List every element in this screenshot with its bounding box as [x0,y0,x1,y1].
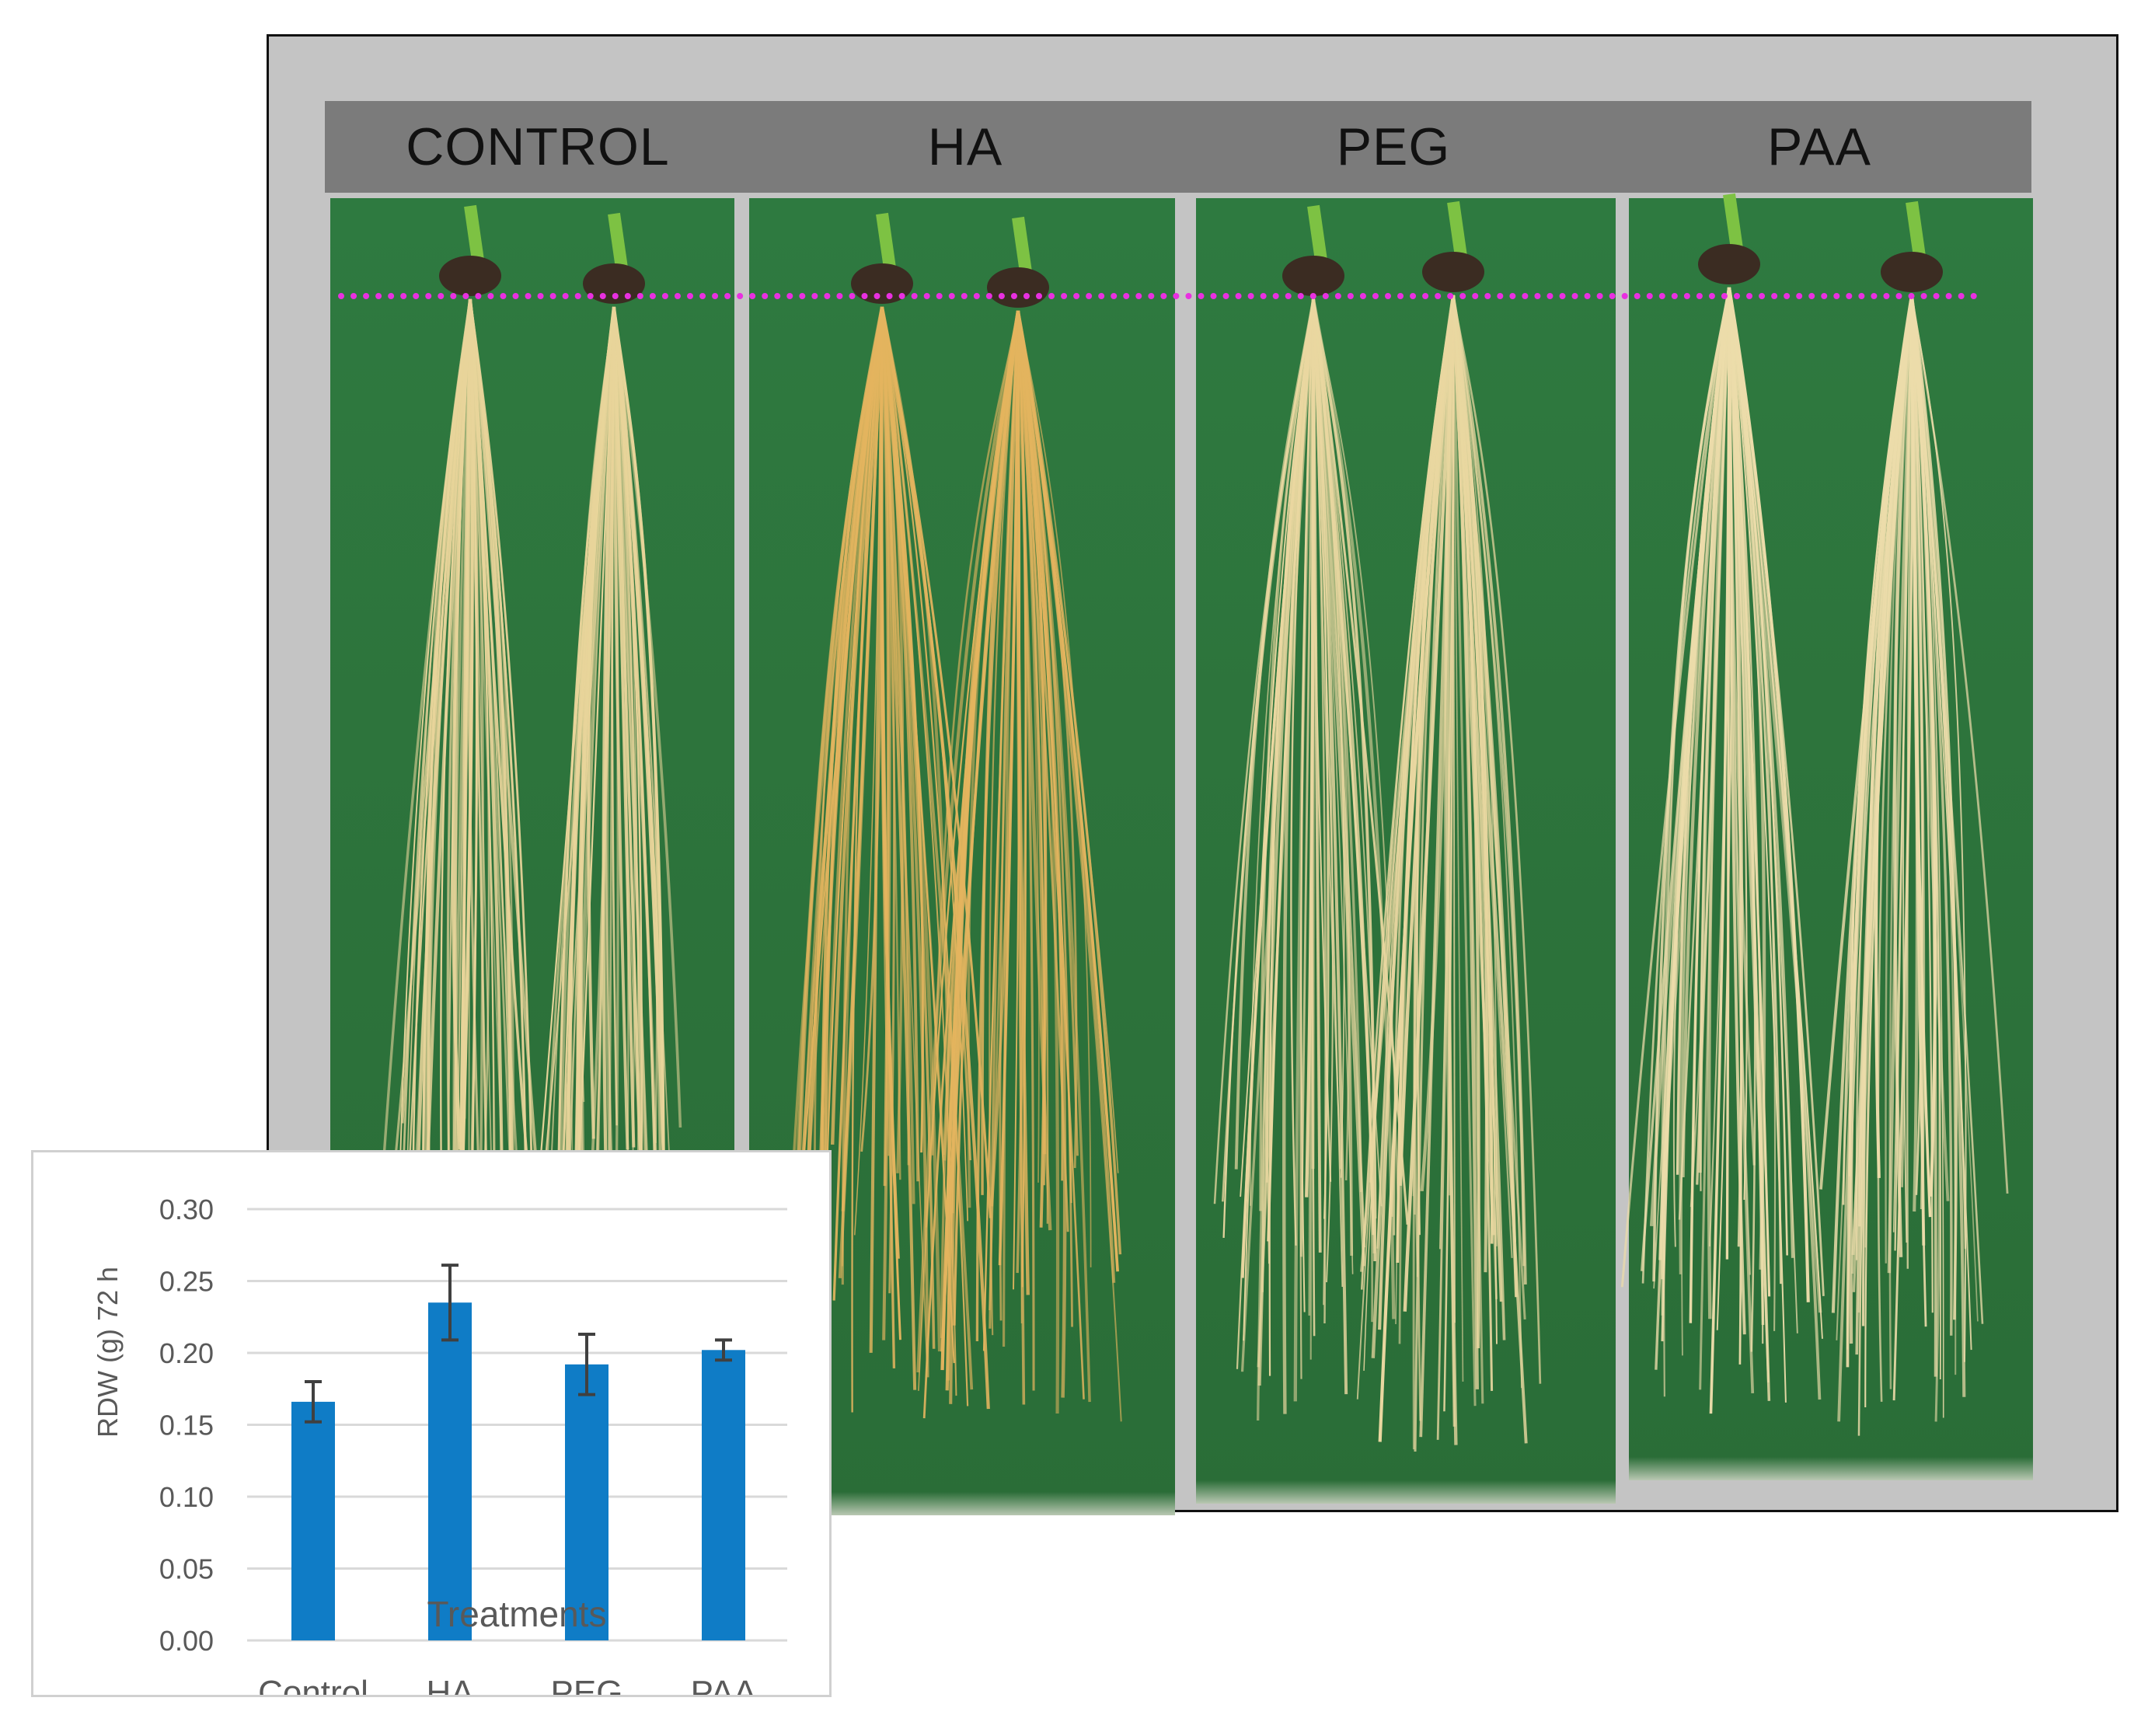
bar-ha [428,1302,472,1640]
error-bar [305,1380,322,1424]
x-tick-label: Control [258,1674,368,1695]
bar-control [291,1401,335,1640]
x-axis-label: Treatments [427,1594,607,1634]
x-tick-label: HA [426,1674,474,1695]
panel-label-ha: HA [927,117,1003,176]
x-tick-label: PAA [691,1674,757,1695]
x-tick-label: PEG [551,1674,623,1695]
reference-dotted-line [338,293,1978,299]
panel-header-bar [325,101,2031,193]
error-bar [578,1332,595,1396]
y-tick-labels: 0.30 0.25 0.20 0.15 0.10 0.05 0.00 [159,1194,214,1657]
y-tick-label: 0.30 [159,1194,214,1225]
rdw-bar-chart: 0.30 0.25 0.20 0.15 0.10 0.05 0.00 Control HA PE… [92,1194,787,1695]
tray-peg [1196,198,1616,1504]
y-tick-label: 0.10 [159,1481,214,1513]
chart-panel: 0.30 0.25 0.20 0.15 0.10 0.05 0.00 Control HA PE… [31,1150,832,1697]
y-tick-label: 0.25 [159,1266,214,1298]
panel-label-paa: PAA [1766,117,1872,176]
chart-gridlines [247,1208,787,1642]
panel-label-control: CONTROL [406,117,670,176]
x-tick-labels: Control HA PEG PAA [258,1674,757,1695]
bar-paa [702,1350,745,1640]
tray-paa [1629,198,2033,1480]
y-tick-label: 0.00 [159,1625,214,1657]
error-bar [715,1338,732,1362]
y-tick-label: 0.15 [159,1410,214,1441]
error-bar [441,1264,459,1342]
y-axis-label: RDW (g) 72 h [92,1267,124,1438]
y-tick-label: 0.20 [159,1337,214,1369]
bar-peg [565,1364,608,1640]
y-tick-label: 0.05 [159,1553,214,1585]
panel-label-peg: PEG [1336,117,1451,176]
chart-bars [291,1264,745,1640]
